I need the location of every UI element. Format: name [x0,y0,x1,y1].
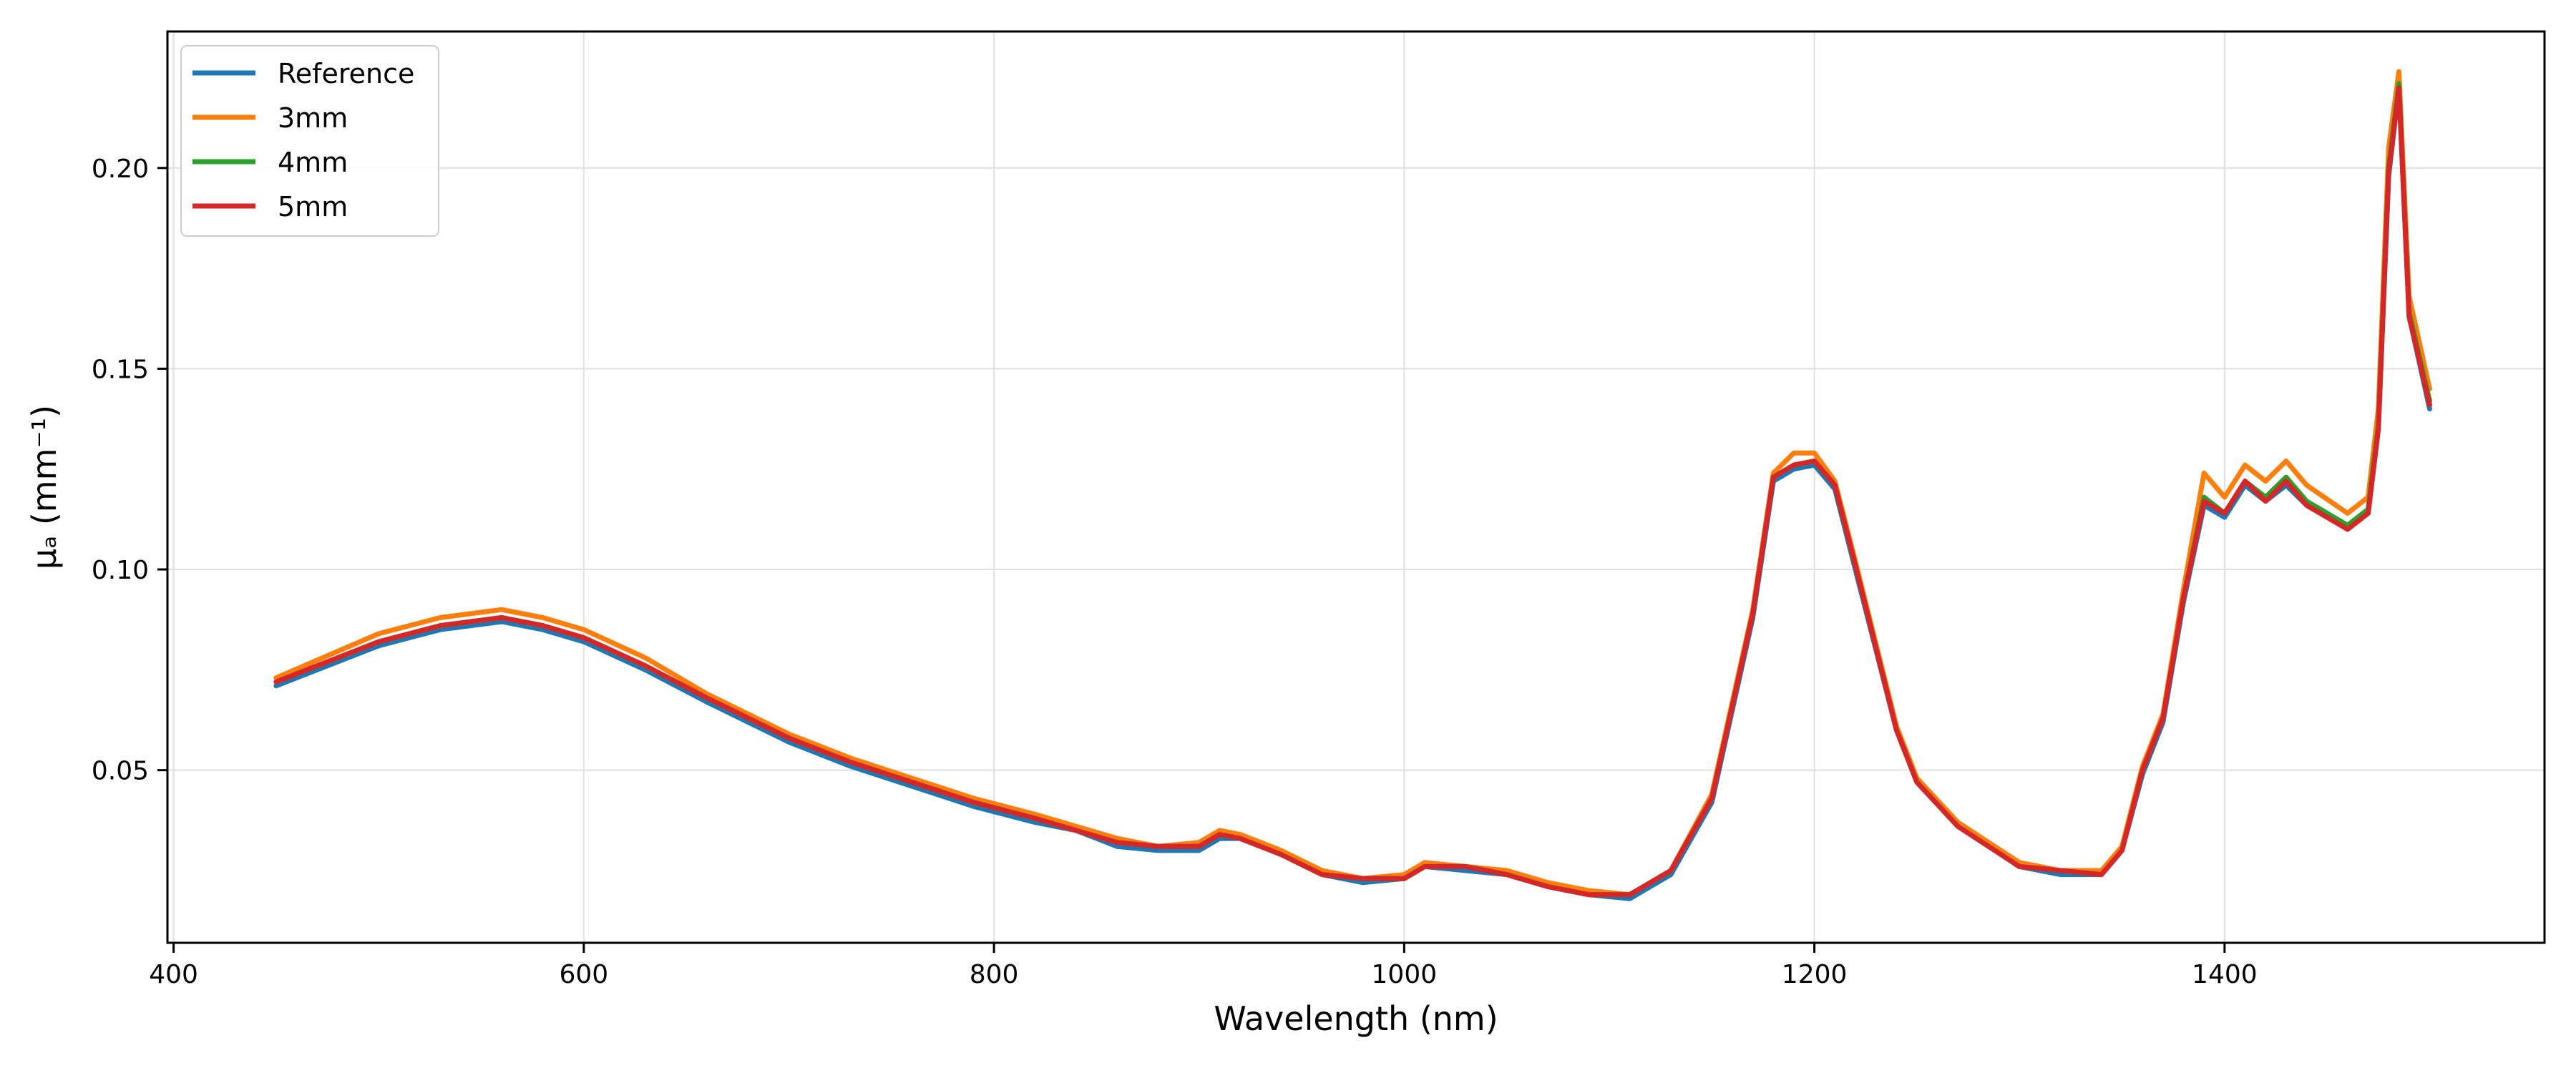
legend-box [180,45,439,237]
y-tick-label: 0.15 [92,355,149,384]
x-tick-label: 1000 [1372,960,1438,989]
plot-frame [166,30,2546,944]
series-line-3 [273,85,2432,898]
y-tick-label: 0.20 [92,155,149,184]
legend-label: 5mm [278,191,348,222]
legend-label: 4mm [278,147,348,178]
y-axis-label: μₐ (mm⁻¹) [25,405,64,569]
x-tick-label: 400 [149,960,198,989]
x-tick-label: 1400 [2192,960,2258,989]
y-tick-label: 0.05 [92,757,149,786]
x-tick-label: 1200 [1782,960,1848,989]
axis-ticks: 400 600 800 1000 1200 1400 0.05 0.10 0.15 0.20 [92,155,2258,989]
legend: Reference 3mm 4mm 5mm [180,45,439,237]
x-tick-label: 800 [970,960,1019,989]
legend-label: 3mm [278,102,348,134]
x-axis-label: Wavelength (nm) [1214,999,1498,1038]
grid-lines [167,31,2545,943]
legend-label: Reference [278,58,414,89]
y-tick-label: 0.10 [92,556,149,585]
series-lines [273,69,2432,901]
x-tick-label: 600 [559,960,608,989]
